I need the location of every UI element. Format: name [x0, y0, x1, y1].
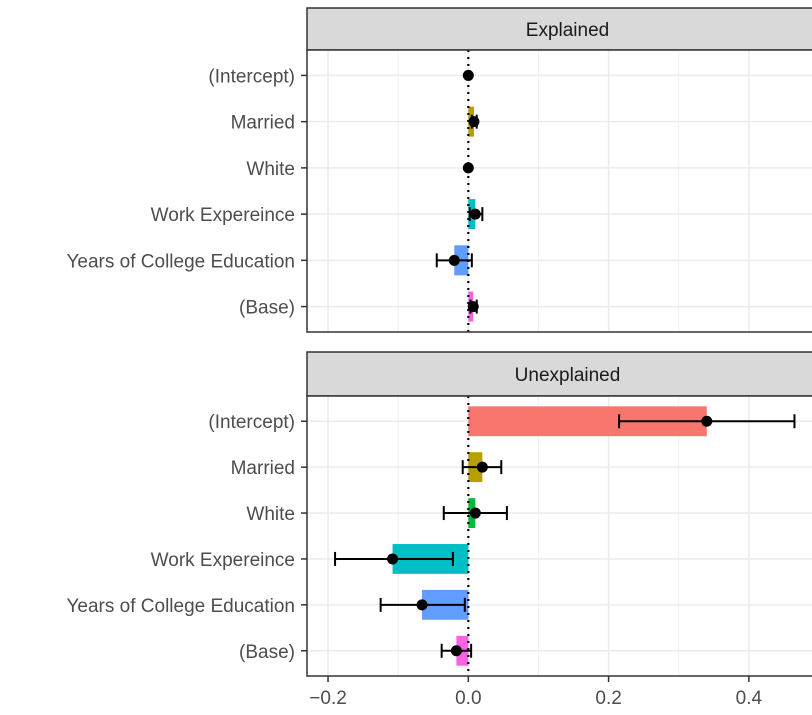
panel-2-strip	[306, 351, 812, 397]
panel-1-strip	[306, 7, 812, 51]
panel-1-y-label: Work Expereince	[151, 205, 295, 226]
panel-2-title: Unexplained	[515, 365, 621, 386]
panel-2-border	[306, 395, 812, 677]
panel-2-y-label: Work Expereince	[151, 550, 295, 571]
panel-2-point-5	[450, 645, 462, 657]
panel-2-y-label: Married	[231, 458, 295, 479]
panel-1-y-label: Years of College Education	[66, 251, 295, 272]
panel-1-y-label: Married	[231, 113, 295, 134]
panel-2-y-label: Years of College Education	[66, 596, 295, 617]
panel-2-background	[307, 396, 812, 676]
panel-2-point-2	[469, 507, 481, 519]
panel-1-y-label: (Intercept)	[208, 66, 295, 87]
panel-1-point-3	[469, 208, 481, 220]
panel-1-y-label: White	[246, 159, 295, 180]
panel-2-point-1	[476, 461, 488, 473]
panel-1-background	[307, 50, 812, 332]
x-tick-label: −0.2	[309, 688, 347, 709]
panel-1-title: Explained	[526, 20, 609, 41]
panel-2-y-label: (Intercept)	[208, 412, 295, 433]
panel-2-point-3	[387, 553, 399, 565]
panel-1-y-label: (Base)	[239, 298, 295, 319]
panel-2-point-0	[701, 415, 713, 427]
panel-2-point-4	[416, 599, 428, 611]
panel-1-point-4	[448, 254, 460, 266]
x-tick-label: 0.4	[736, 688, 763, 709]
panel-1-border	[306, 49, 812, 333]
panel-2-y-label: (Base)	[239, 642, 295, 663]
panel-1-point-0	[462, 69, 474, 81]
panel-1-point-2	[462, 162, 474, 174]
panel-2-y-label: White	[246, 504, 295, 525]
panel-1-point-1	[468, 116, 480, 128]
x-tick-label: 0.0	[455, 688, 481, 709]
x-tick-label: 0.2	[595, 688, 621, 709]
panel-1-point-5	[467, 301, 479, 313]
